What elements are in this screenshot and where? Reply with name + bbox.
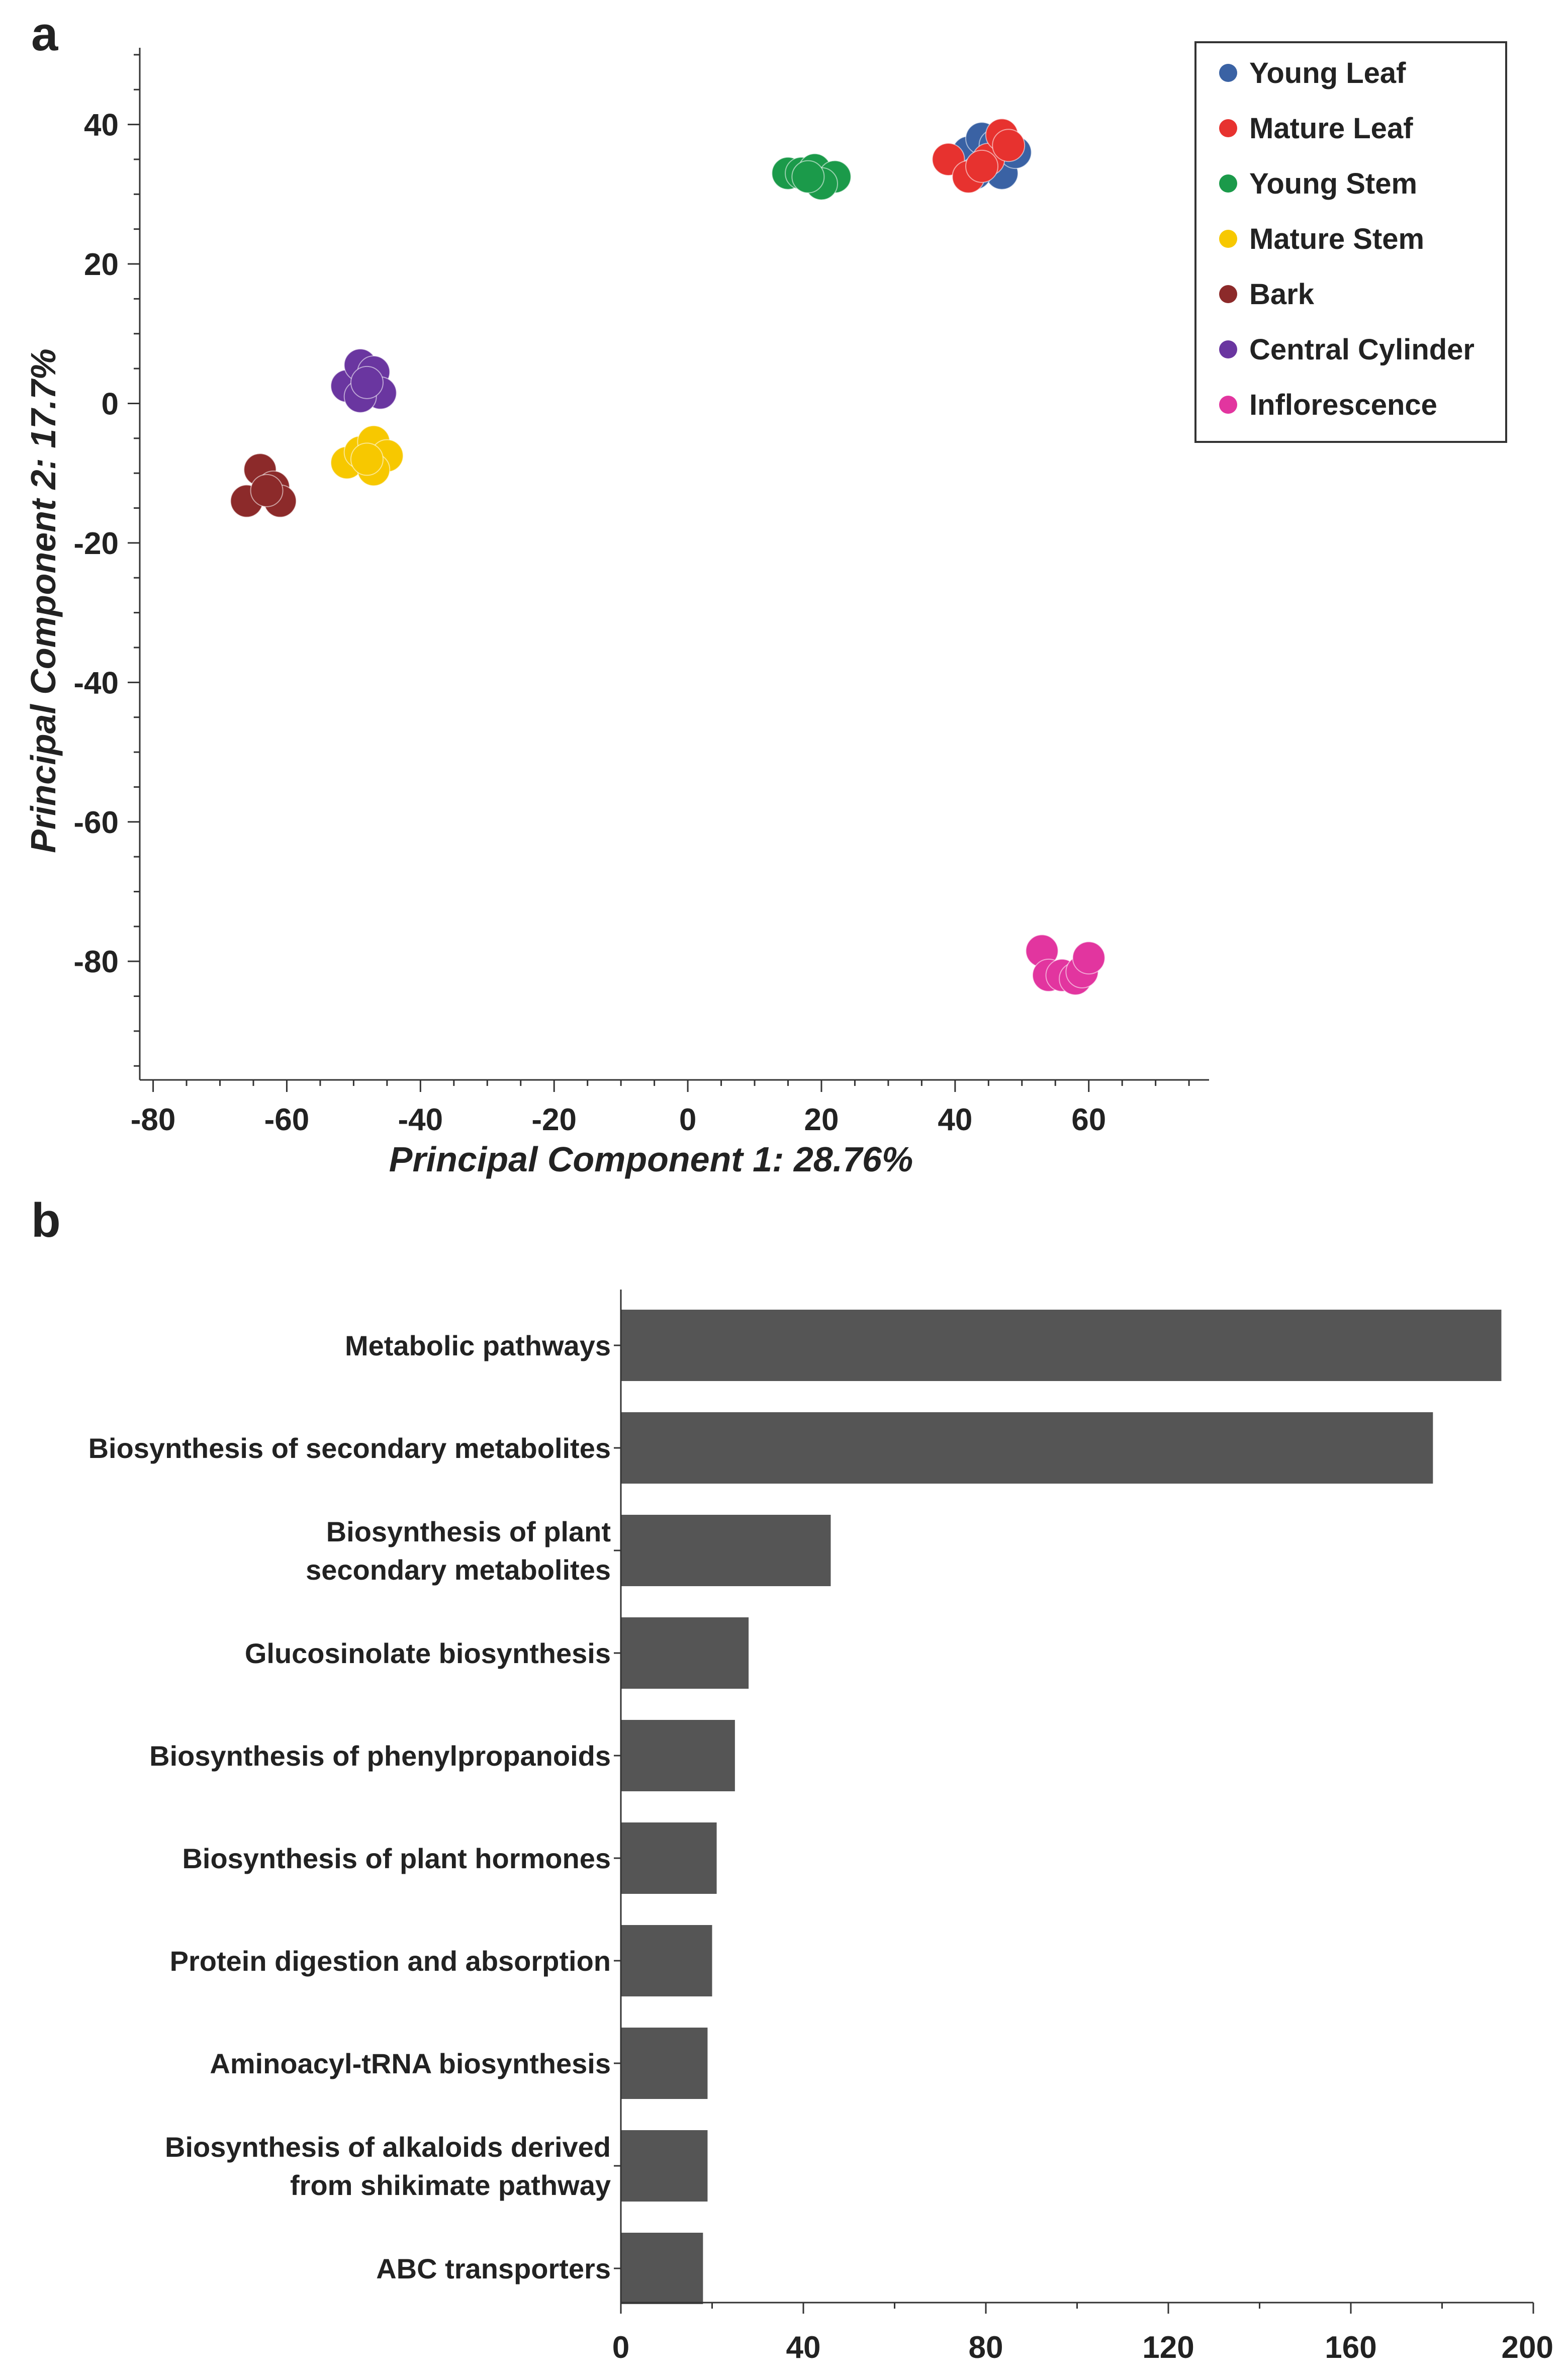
bar-glucosinolate-biosynthesis: [621, 1617, 749, 1689]
legend-marker-bark: [1219, 285, 1237, 303]
pca-x-axis-title: Principal Component 1: 28.76%: [389, 1140, 913, 1179]
bar-biosynthesis-of-alkaloids-derived-from-shikimate-pathway: [621, 2130, 708, 2202]
pca-y-tick-label: 20: [84, 247, 119, 282]
bar-category-labels: Metabolic pathways Biosynthesis of second…: [88, 1330, 621, 2284]
pca-y-axis-title: Principal Component 2: 17.7%: [24, 348, 63, 853]
panel-label-a: a: [31, 7, 58, 61]
legend-marker-central-cylinder: [1219, 340, 1237, 358]
bar-category-label: Biosynthesis of plant hormones: [182, 1843, 611, 1874]
bar-x-tick-label: 0: [612, 2330, 629, 2365]
pca-y-tick-label: -60: [73, 805, 119, 840]
legend-box: [1194, 41, 1507, 443]
legend-marker-young-stem: [1219, 174, 1237, 193]
legend-label-inflorescence: Inflorescence: [1249, 389, 1437, 421]
legend-label-bark: Bark: [1249, 278, 1315, 311]
pca-legend: Young Leaf Mature Leaf Young Stem Mature St…: [1194, 41, 1507, 443]
legend-label-mature-leaf: Mature Leaf: [1249, 112, 1413, 145]
bar-series: [621, 1310, 1502, 2304]
point-mature-leaf: [965, 149, 999, 183]
pca-x-tick-label: 40: [938, 1103, 972, 1137]
legend-label-young-leaf: Young Leaf: [1249, 57, 1406, 89]
legend-label-mature-stem: Mature Stem: [1249, 223, 1424, 255]
bar-category-label: Aminoacyl-tRNA biosynthesis: [210, 2048, 611, 2079]
bar-x-tick-label: 80: [969, 2330, 1003, 2365]
pca-points: [230, 118, 1105, 995]
point-central-cylinder: [350, 365, 384, 399]
bar-category-label: Biosynthesis of phenylpropanoids: [149, 1740, 611, 1772]
point-young-stem: [791, 160, 825, 194]
pca-x-tick-label: 0: [679, 1103, 696, 1137]
bar-biosynthesis-of-plant-hormones: [621, 1822, 717, 1894]
bar-x-tick-label: 40: [786, 2330, 821, 2365]
bar-protein-digestion-and-absorption: [621, 1925, 712, 1996]
pca-x-tick-label: -20: [531, 1103, 577, 1137]
bar-abc-transporters: [621, 2233, 703, 2304]
kegg-bar-panel: Metabolic pathways Biosynthesis of second…: [88, 1290, 1553, 2365]
bar-category-label: Biosynthesis of alkaloids derived from sh…: [165, 2131, 611, 2201]
panel-label-b: b: [31, 1194, 61, 1247]
legend-marker-inflorescence: [1219, 396, 1237, 414]
bar-biosynthesis-of-plant-secondary-metabolites: [621, 1515, 831, 1586]
pca-x-tick-label: 60: [1071, 1103, 1106, 1137]
bar-metabolic-pathways: [621, 1310, 1502, 1381]
legend-marker-mature-leaf: [1219, 119, 1237, 137]
pca-y-tick-label: -40: [73, 666, 119, 700]
point-inflorescence: [1072, 941, 1105, 975]
pca-scatter-panel: 40 20 0 -20 -40 -60 -80 -80 -60 -40 -20 0 20 40 60 Pr…: [24, 41, 1507, 1179]
bar-x-tick-label: 120: [1142, 2330, 1194, 2365]
bar-biosynthesis-of-phenylpropanoids: [621, 1720, 735, 1791]
pca-x-tick-label: -60: [264, 1103, 310, 1137]
point-mature-stem: [350, 442, 384, 476]
pca-x-tick-label: -40: [398, 1103, 443, 1137]
bar-category-label: Protein digestion and absorption: [170, 1945, 611, 1977]
legend-label-young-stem: Young Stem: [1249, 167, 1417, 200]
pca-y-ticks: 40 20 0 -20 -40 -60 -80: [73, 54, 140, 1067]
bar-x-tick-label: 160: [1325, 2330, 1376, 2365]
legend-label-central-cylinder: Central Cylinder: [1249, 333, 1474, 366]
bar-category-label: Biosynthesis of plant secondary metabolit…: [306, 1516, 611, 1586]
legend-marker-young-leaf: [1219, 64, 1237, 82]
point-mature-leaf: [992, 129, 1026, 162]
bar-aminoacyl-trna-biosynthesis: [621, 2028, 708, 2099]
bar-x-ticks: 0 40 80 120 160 200: [612, 2303, 1553, 2365]
bar-category-label: Glucosinolate biosynthesis: [245, 1637, 611, 1669]
pca-x-tick-label: -80: [131, 1103, 176, 1137]
pca-y-tick-label: 40: [84, 108, 119, 143]
point-bark: [250, 474, 284, 507]
bar-category-label: ABC transporters: [376, 2253, 611, 2284]
pca-y-tick-label: -80: [73, 945, 119, 979]
bar-biosynthesis-of-secondary-metabolites: [621, 1412, 1433, 1484]
pca-y-tick-label: -20: [73, 526, 119, 561]
pca-x-tick-label: 20: [804, 1103, 839, 1137]
legend-marker-mature-stem: [1219, 230, 1237, 248]
pca-x-ticks: -80 -60 -40 -20 0 20 40 60: [131, 1080, 1190, 1137]
bar-category-label: Metabolic pathways: [345, 1330, 611, 1361]
bar-x-tick-label: 200: [1502, 2330, 1553, 2365]
bar-category-label: Biosynthesis of secondary metabolites: [88, 1432, 611, 1464]
pca-y-tick-label: 0: [102, 387, 119, 421]
